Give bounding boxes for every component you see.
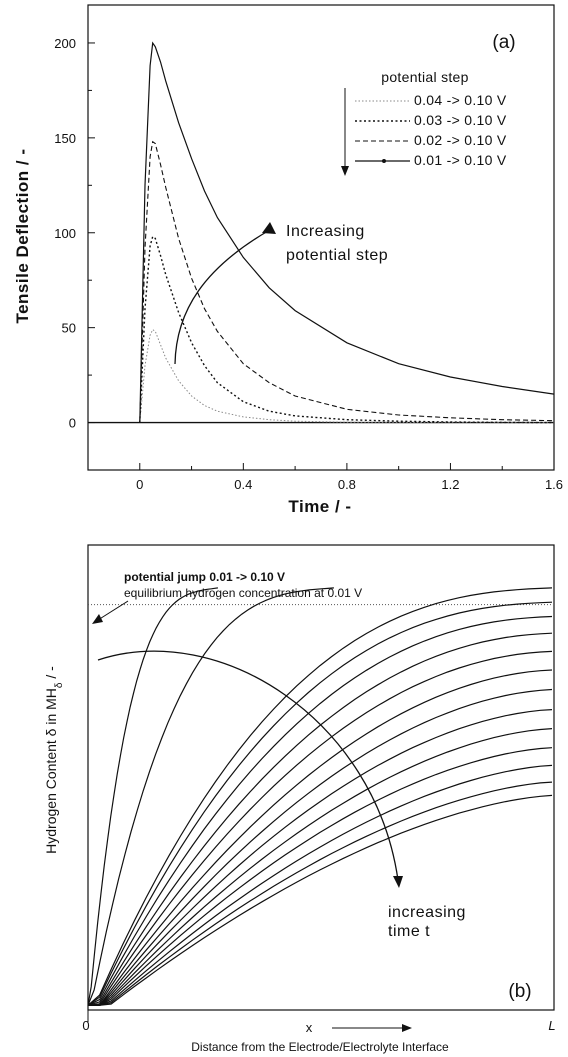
panel-a: 0 0.4 0.8 1.2 1.6 0 50 100 150 200 (a) Time / - T… (13, 4, 563, 516)
y-tick-label: 150 (54, 131, 76, 146)
concentration-profile-1 (87, 587, 218, 1006)
x-tick-label: 1.2 (441, 477, 459, 492)
x-tick-label: 1.6 (545, 477, 563, 492)
annotation-arrow (174, 230, 269, 365)
panel-b-xlabel: Distance from the Electrode/Electrolyte … (191, 1040, 449, 1054)
panel-b-subtitle: equilibrium hydrogen concentration at 0.… (124, 586, 362, 600)
panel-a-label: (a) (492, 32, 515, 53)
concentration-profile-8 (88, 669, 553, 1006)
y-tick-label: 0 (69, 416, 76, 431)
legend-title: potential step (381, 69, 468, 85)
concentration-profile-4 (87, 601, 553, 1006)
concentration-profile-11 (88, 728, 553, 1006)
legend-entry: 0.04 -> 0.10 V (414, 92, 507, 108)
x-tick-zero: 0 (82, 1018, 89, 1033)
series-line-3 (139, 140, 555, 423)
concentration-profile-13 (88, 764, 553, 1006)
legend-arrow-head (341, 166, 349, 176)
concentration-profile-15 (88, 794, 553, 1006)
panel-a-legend: potential step 0.04 -> 0.10 V 0.03 -> 0.1… (341, 69, 507, 176)
concentration-profile-6 (87, 632, 553, 1006)
annotation-line-1: Increasing (286, 223, 365, 240)
concentration-profile-3 (87, 587, 553, 1006)
concentration-profile-12 (88, 747, 553, 1006)
panel-b-ylabel: Hydrogen Content δ in MHδ / - (43, 666, 65, 854)
panel-a-xlabel: Time / - (288, 497, 351, 516)
time-annotation-2: time t (388, 923, 430, 940)
time-annotation-1: increasing (388, 904, 466, 921)
series-line-4 (139, 41, 555, 423)
time-arrow-head (393, 876, 403, 888)
panel-b-title: potential jump 0.01 -> 0.10 V (124, 570, 285, 584)
y-tick-label: 100 (54, 226, 76, 241)
legend-marker (382, 159, 386, 163)
annotation-arrow-head (262, 222, 276, 234)
panel-a-frame (87, 4, 555, 471)
subtitle-arrow-head (92, 614, 103, 624)
x-tick-label: 0.4 (234, 477, 252, 492)
x-arrow-label: x (306, 1020, 313, 1035)
panel-a-annotation: Increasing potential step (174, 222, 388, 365)
panel-b-frame (87, 544, 555, 1011)
legend-entry: 0.03 -> 0.10 V (414, 112, 507, 128)
subtitle-arrow (97, 600, 129, 621)
concentration-profile-9 (88, 688, 553, 1006)
panel-a-ylabel: Tensile Deflection / - (13, 148, 32, 323)
y-tick-label: 200 (54, 36, 76, 51)
panel-b-label: (b) (508, 981, 531, 1002)
concentration-profile-5 (87, 615, 553, 1006)
x-arrow-head (402, 1024, 412, 1032)
concentration-profile-10 (88, 709, 553, 1006)
series-line-2 (139, 235, 555, 424)
x-tick-L: L (548, 1018, 555, 1033)
annotation-line-2: potential step (286, 247, 388, 264)
time-arrow (97, 650, 399, 881)
series-line-1 (139, 328, 554, 424)
legend-entry: 0.01 -> 0.10 V (414, 152, 507, 168)
x-tick-label: 0 (136, 477, 143, 492)
legend-entry: 0.02 -> 0.10 V (414, 132, 507, 148)
concentration-profile-7 (87, 650, 553, 1006)
y-tick-label: 50 (62, 321, 76, 336)
panel-b: potential jump 0.01 -> 0.10 V equilibriu… (43, 544, 556, 1054)
concentration-profile-2 (87, 587, 334, 1006)
concentration-profile-14 (88, 781, 553, 1006)
x-tick-label: 0.8 (338, 477, 356, 492)
